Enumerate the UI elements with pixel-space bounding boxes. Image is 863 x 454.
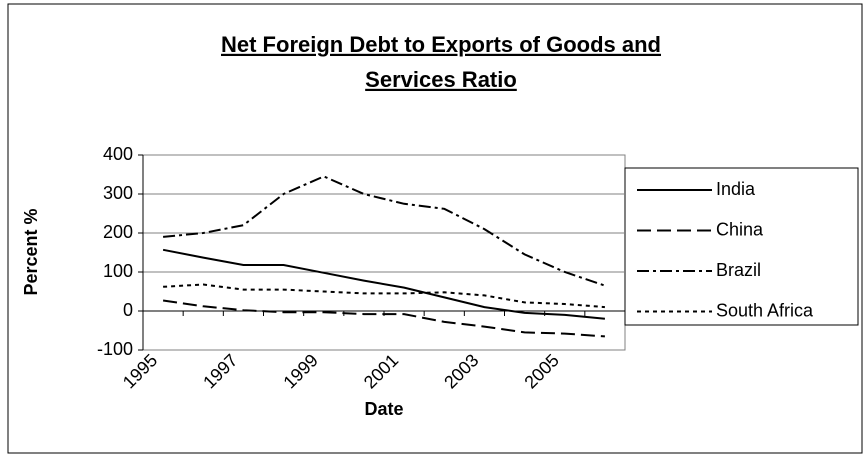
x-axis-title: Date	[364, 399, 403, 419]
legend-box	[624, 167, 859, 326]
y-tick-label: 100	[103, 261, 133, 281]
legend-label: Brazil	[716, 260, 761, 280]
legend-label: India	[716, 179, 756, 199]
x-tick-label: 1999	[279, 350, 321, 392]
x-tick-label: 2001	[360, 350, 402, 392]
chart-border	[7, 3, 863, 454]
series-line	[162, 299, 605, 338]
y-axis-title: Percent %	[21, 208, 41, 295]
y-tick-label: 200	[103, 222, 133, 242]
y-tick-label: 400	[103, 144, 133, 164]
chart-title: Net Foreign Debt to Exports of Goods and	[221, 32, 661, 57]
series-line	[162, 248, 605, 320]
series-line	[163, 175, 606, 287]
y-tick-label: 0	[123, 300, 133, 320]
y-tick-label: 300	[103, 183, 133, 203]
x-tick-label: 2005	[520, 350, 562, 392]
series-line	[163, 283, 605, 309]
legend-label: China	[716, 219, 764, 239]
x-tick-label: 1997	[199, 350, 241, 392]
chart-title: Services Ratio	[365, 67, 517, 92]
x-tick-label: 2003	[440, 350, 482, 392]
legend-label: South Africa	[716, 300, 814, 320]
plot-area	[142, 154, 626, 351]
y-tick-label: -100	[97, 339, 133, 359]
